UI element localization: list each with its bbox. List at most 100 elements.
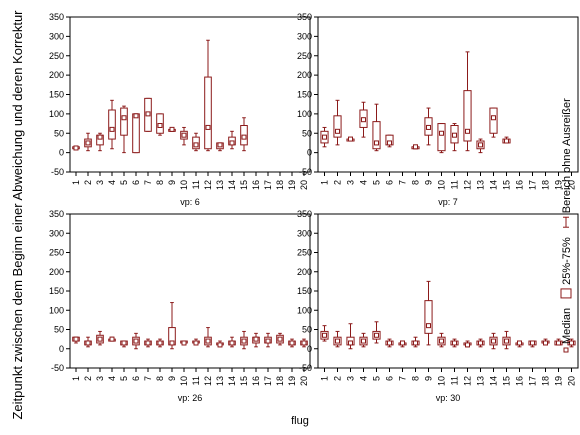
y-tick-label: -50 bbox=[51, 363, 64, 373]
median-marker bbox=[97, 336, 103, 342]
median-marker bbox=[439, 338, 444, 344]
panel-label: vp: 30 bbox=[436, 393, 461, 403]
median-marker bbox=[133, 113, 139, 119]
box-flug-12 bbox=[204, 327, 212, 348]
median-marker bbox=[543, 340, 548, 346]
x-tick-label: 1 bbox=[71, 180, 81, 185]
x-tick-label: 19 bbox=[554, 180, 564, 190]
box-iqr bbox=[333, 115, 342, 138]
box-flug-10 bbox=[180, 126, 188, 146]
x-tick-label: 19 bbox=[287, 376, 297, 386]
x-tick-label: 8 bbox=[155, 180, 165, 185]
box-flug-14 bbox=[489, 332, 498, 350]
box-flug-13 bbox=[216, 142, 224, 152]
y-tick-label: 0 bbox=[307, 344, 312, 354]
y-tick-label: 100 bbox=[297, 109, 312, 119]
x-tick-label: 4 bbox=[359, 180, 369, 185]
median-marker bbox=[361, 338, 366, 344]
y-tick-label: -50 bbox=[299, 167, 312, 177]
median-marker bbox=[157, 123, 163, 128]
legend-item-median: Median bbox=[561, 308, 573, 353]
box-flug-9 bbox=[424, 280, 433, 346]
legend-item-box: 25%-75% bbox=[560, 237, 573, 299]
x-tick-label: 14 bbox=[489, 376, 499, 386]
x-tick-label: 16 bbox=[515, 180, 525, 190]
box-flug-10 bbox=[437, 332, 446, 348]
panel-label: vp: 26 bbox=[178, 393, 203, 403]
box-flug-1 bbox=[72, 336, 80, 344]
box-flug-9 bbox=[168, 126, 176, 132]
box-iqr bbox=[424, 300, 433, 334]
box-flug-5 bbox=[372, 321, 381, 344]
y-tick-label: 300 bbox=[297, 31, 312, 41]
median-marker bbox=[109, 126, 115, 132]
median-marker bbox=[465, 342, 470, 348]
box-flug-11 bbox=[450, 123, 459, 152]
y-tick-label: 200 bbox=[49, 70, 64, 80]
box-flug-15 bbox=[240, 330, 248, 350]
x-tick-label: 8 bbox=[411, 180, 421, 185]
y-tick-label: 350 bbox=[297, 12, 312, 22]
box-iqr bbox=[489, 107, 498, 134]
median-marker bbox=[157, 340, 163, 346]
y-tick-label: 250 bbox=[49, 248, 64, 258]
y-tick-label: 50 bbox=[54, 325, 64, 335]
box-flug-7 bbox=[144, 338, 152, 348]
box-flug-5 bbox=[372, 103, 381, 152]
box-flug-2 bbox=[333, 330, 342, 348]
box-flug-8 bbox=[411, 336, 420, 348]
box-iqr bbox=[204, 76, 212, 150]
median-marker bbox=[426, 124, 431, 130]
median-marker bbox=[322, 332, 327, 338]
median-marker bbox=[241, 338, 247, 344]
x-tick-label: 15 bbox=[502, 376, 512, 386]
box-flug-19 bbox=[554, 338, 563, 346]
box-flug-11 bbox=[192, 338, 200, 346]
box-flug-8 bbox=[156, 113, 164, 136]
y-tick-label: 50 bbox=[302, 325, 312, 335]
box-flug-14 bbox=[489, 107, 498, 138]
y-tick-label: -50 bbox=[299, 363, 312, 373]
median-marker bbox=[169, 126, 175, 132]
x-tick-label: 20 bbox=[299, 180, 309, 190]
median-marker bbox=[73, 336, 79, 342]
box-flug-1 bbox=[72, 145, 80, 151]
y-tick-label: 300 bbox=[297, 228, 312, 238]
y-tick-label: 350 bbox=[297, 209, 312, 219]
x-tick-label: 2 bbox=[333, 376, 343, 381]
median-marker bbox=[504, 338, 509, 344]
box-flug-7 bbox=[398, 340, 407, 348]
box-flug-14 bbox=[228, 130, 236, 150]
y-tick-label: 150 bbox=[49, 286, 64, 296]
box-flug-4 bbox=[359, 332, 368, 348]
x-tick-label: 14 bbox=[227, 180, 237, 190]
x-tick-label: 10 bbox=[179, 376, 189, 386]
median-marker bbox=[145, 340, 151, 346]
median-marker bbox=[97, 134, 103, 140]
median-marker bbox=[133, 338, 139, 344]
y-axis-label: Zeitpunkt zwischen dem Beginn einer Abwe… bbox=[10, 10, 25, 420]
x-tick-label: 12 bbox=[203, 376, 213, 386]
x-tick-label: 11 bbox=[191, 180, 201, 189]
median-marker bbox=[217, 142, 223, 148]
x-tick-label: 18 bbox=[275, 180, 285, 190]
x-tick-label: 3 bbox=[346, 180, 356, 185]
median-marker bbox=[85, 140, 91, 146]
x-tick-label: 10 bbox=[179, 180, 189, 190]
x-tick-label: 20 bbox=[299, 376, 309, 386]
box-flug-2 bbox=[84, 336, 92, 348]
x-tick-label: 10 bbox=[437, 180, 447, 190]
median-marker bbox=[413, 340, 418, 346]
legend-item-whisker: Bereich ohne Ausreißer bbox=[561, 98, 573, 228]
box-flug-20 bbox=[567, 338, 576, 348]
y-tick-label: 100 bbox=[49, 305, 64, 315]
plot-frame bbox=[69, 213, 311, 369]
median-marker bbox=[348, 136, 353, 142]
x-tick-label: 4 bbox=[359, 376, 369, 381]
x-tick-label: 7 bbox=[143, 376, 153, 381]
box-flug-2 bbox=[333, 99, 342, 146]
box-flug-20 bbox=[300, 338, 308, 348]
box-flug-17 bbox=[264, 332, 272, 348]
box-iqr bbox=[120, 107, 128, 136]
x-tick-label: 2 bbox=[83, 180, 93, 185]
